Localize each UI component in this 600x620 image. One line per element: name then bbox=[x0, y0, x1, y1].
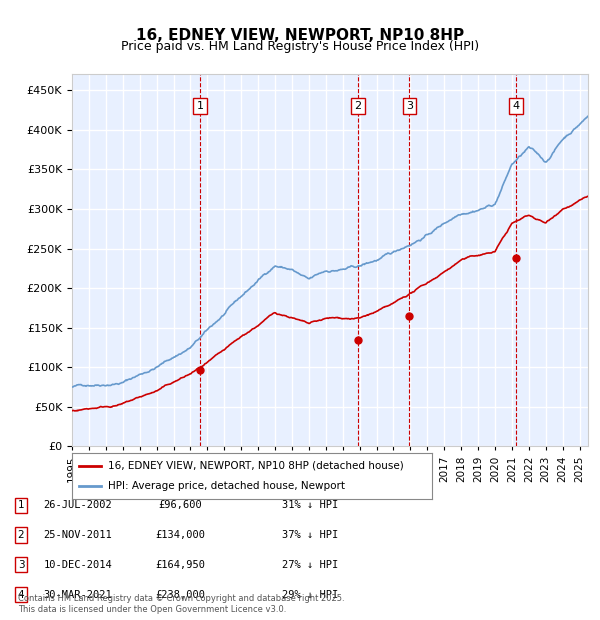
Text: 31% ↓ HPI: 31% ↓ HPI bbox=[282, 500, 338, 510]
Text: 3: 3 bbox=[17, 560, 25, 570]
Text: 2: 2 bbox=[17, 530, 25, 540]
Text: Contains HM Land Registry data © Crown copyright and database right 2025.
This d: Contains HM Land Registry data © Crown c… bbox=[18, 595, 344, 614]
Text: Price paid vs. HM Land Registry's House Price Index (HPI): Price paid vs. HM Land Registry's House … bbox=[121, 40, 479, 53]
Text: 26-JUL-2002: 26-JUL-2002 bbox=[44, 500, 112, 510]
Text: 4: 4 bbox=[512, 101, 520, 111]
Text: HPI: Average price, detached house, Newport: HPI: Average price, detached house, Newp… bbox=[108, 481, 345, 491]
Text: 29% ↓ HPI: 29% ↓ HPI bbox=[282, 590, 338, 600]
Text: 25-NOV-2011: 25-NOV-2011 bbox=[44, 530, 112, 540]
Text: 4: 4 bbox=[17, 590, 25, 600]
Text: £164,950: £164,950 bbox=[155, 560, 205, 570]
Text: 10-DEC-2014: 10-DEC-2014 bbox=[44, 560, 112, 570]
Text: 16, EDNEY VIEW, NEWPORT, NP10 8HP: 16, EDNEY VIEW, NEWPORT, NP10 8HP bbox=[136, 28, 464, 43]
Text: 1: 1 bbox=[197, 101, 203, 111]
Text: £238,000: £238,000 bbox=[155, 590, 205, 600]
Text: 37% ↓ HPI: 37% ↓ HPI bbox=[282, 530, 338, 540]
Text: £134,000: £134,000 bbox=[155, 530, 205, 540]
Text: 3: 3 bbox=[406, 101, 413, 111]
Text: 30-MAR-2021: 30-MAR-2021 bbox=[44, 590, 112, 600]
Text: £96,600: £96,600 bbox=[158, 500, 202, 510]
Text: 1: 1 bbox=[17, 500, 25, 510]
Text: 2: 2 bbox=[355, 101, 361, 111]
Text: 27% ↓ HPI: 27% ↓ HPI bbox=[282, 560, 338, 570]
Text: 16, EDNEY VIEW, NEWPORT, NP10 8HP (detached house): 16, EDNEY VIEW, NEWPORT, NP10 8HP (detac… bbox=[108, 461, 404, 471]
